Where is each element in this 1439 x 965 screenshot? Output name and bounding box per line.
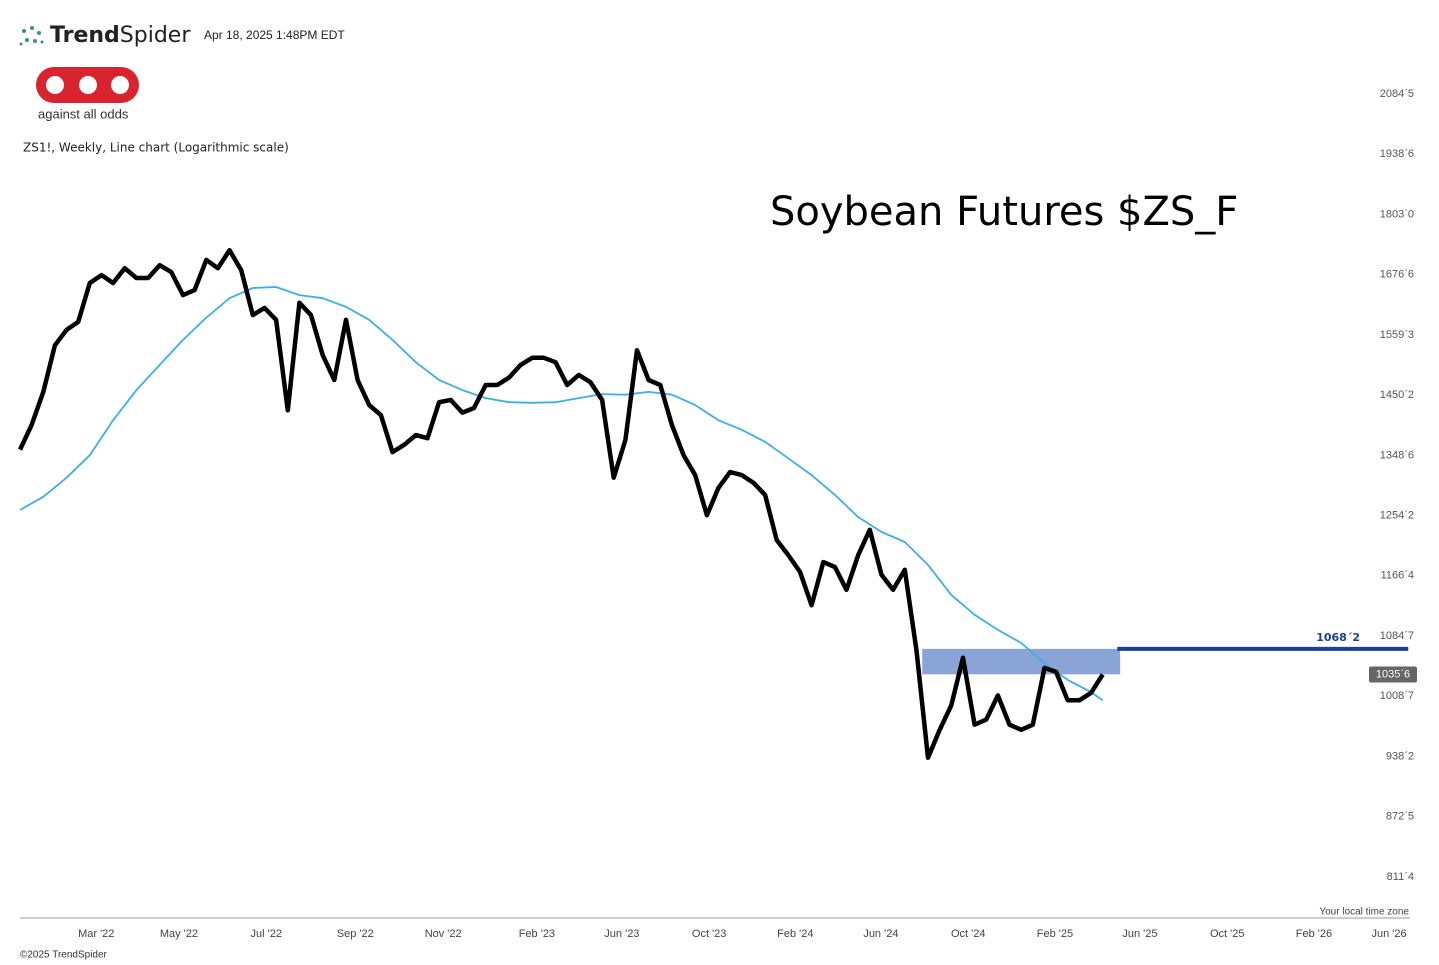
aao-logo bbox=[36, 67, 139, 103]
x-tick-label: Oct '25 bbox=[1210, 928, 1245, 940]
x-tick-label: Nov '22 bbox=[425, 928, 462, 940]
y-tick-label: 1166ˊ4 bbox=[1381, 570, 1414, 582]
x-tick-label: Feb '23 bbox=[519, 928, 555, 940]
y-tick-label: 1938ˊ6 bbox=[1380, 148, 1414, 160]
chart-title: Soybean Futures $ZS_F bbox=[770, 189, 1238, 235]
y-tick-label: 938ˊ2 bbox=[1386, 750, 1414, 762]
x-tick-label: Jul '22 bbox=[250, 928, 281, 940]
x-tick-label: Jun '23 bbox=[604, 928, 639, 940]
brand-bold: Trend bbox=[50, 23, 120, 48]
y-tick-label: 1084ˊ7 bbox=[1380, 630, 1414, 642]
x-tick-label: Feb '25 bbox=[1037, 928, 1073, 940]
last-price-tag bbox=[1369, 666, 1417, 683]
y-tick-label: 1559ˊ3 bbox=[1380, 329, 1414, 341]
last-price-label: 1035ˊ6 bbox=[1376, 668, 1410, 680]
x-tick-label: Feb '24 bbox=[777, 928, 813, 940]
price-line bbox=[17, 247, 1105, 760]
y-tick-label: 872ˊ5 bbox=[1386, 811, 1414, 823]
x-tick-label: Mar '22 bbox=[78, 928, 114, 940]
x-tick-label: May '22 bbox=[160, 928, 198, 940]
x-tick-label: Jun '24 bbox=[863, 928, 898, 940]
copyright: ©2025 TrendSpider bbox=[20, 950, 108, 961]
y-tick-label: 2084ˊ5 bbox=[1380, 88, 1414, 100]
y-tick-label: 1803ˊ0 bbox=[1380, 208, 1414, 220]
resistance-label: 1068ˊ2 bbox=[1316, 631, 1360, 644]
y-tick-label: 1348ˊ6 bbox=[1380, 449, 1414, 461]
logo-caption: against all odds bbox=[38, 106, 129, 121]
x-note: Your local time zone bbox=[1319, 907, 1409, 918]
resistance-zone bbox=[922, 648, 1121, 675]
price-line bbox=[19, 286, 1104, 702]
y-tick-label: 1008ˊ7 bbox=[1380, 690, 1414, 702]
x-tick-label: Feb '26 bbox=[1296, 928, 1332, 940]
y-tick-label: 811ˊ4 bbox=[1387, 871, 1414, 883]
brand-light: Spider bbox=[120, 23, 192, 48]
x-tick-label: Jun '26 bbox=[1371, 928, 1406, 940]
timestamp: Apr 18, 2025 1:48PM EDT bbox=[204, 28, 345, 42]
y-tick-label: 1254ˊ2 bbox=[1380, 510, 1414, 522]
y-tick-label: 1450ˊ2 bbox=[1380, 389, 1414, 401]
x-tick-label: Oct '23 bbox=[692, 928, 727, 940]
brand: TrendSpider bbox=[50, 23, 191, 48]
x-tick-label: Oct '24 bbox=[951, 928, 986, 940]
trendspider-icon bbox=[19, 26, 44, 46]
y-tick-label: 1676ˊ6 bbox=[1380, 269, 1414, 281]
x-tick-label: Sep '22 bbox=[337, 928, 374, 940]
chart-subtitle: ZS1!, Weekly, Line chart (Logarithmic sc… bbox=[23, 141, 289, 155]
x-tick-label: Jun '25 bbox=[1122, 928, 1157, 940]
